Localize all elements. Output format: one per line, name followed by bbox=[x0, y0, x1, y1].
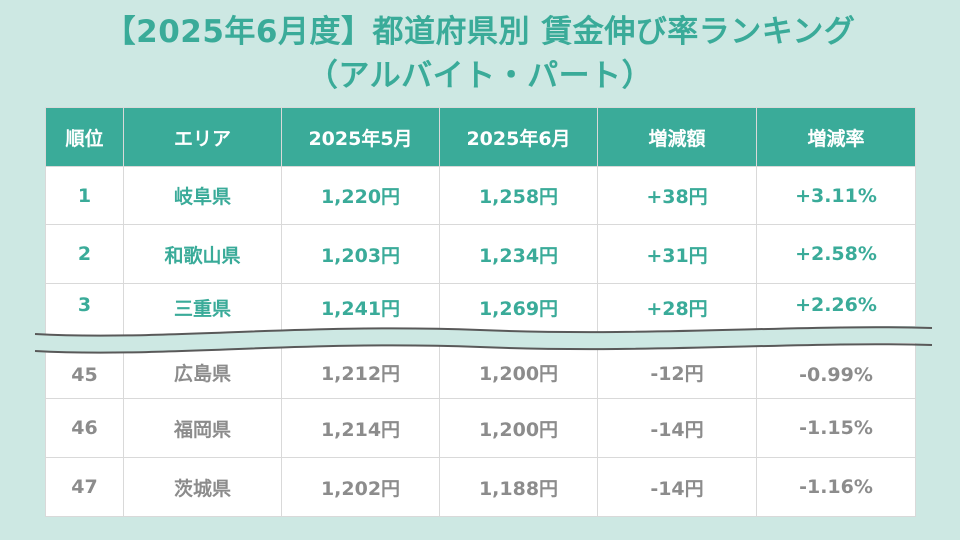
table-row: 46 福岡県 1,214円 1,200円 -14円 -1.15% bbox=[45, 398, 916, 458]
may-wage-cell: 1,212円 bbox=[281, 339, 440, 399]
page-title: 【2025年6月度】都道府県別 賃金伸び率ランキング bbox=[104, 14, 856, 50]
area-cell: 岐阜県 bbox=[123, 166, 282, 225]
change-rate-cell: -1.16% bbox=[756, 457, 916, 517]
table-row: 2 和歌山県 1,203円 1,234円 +31円 +2.58% bbox=[45, 224, 916, 284]
table-row: 1 岐阜県 1,220円 1,258円 +38円 +3.11% bbox=[45, 166, 916, 225]
area-cell: 茨城県 bbox=[123, 457, 282, 517]
header-may-2025: 2025年5月 bbox=[281, 107, 440, 167]
may-wage-cell: 1,220円 bbox=[281, 166, 440, 225]
break-line-top bbox=[34, 326, 933, 337]
area-cell: 和歌山県 bbox=[123, 224, 282, 284]
change-amount-cell: -14円 bbox=[597, 457, 757, 517]
header-rank: 順位 bbox=[45, 107, 124, 167]
page-subtitle: （アルバイト・パート） bbox=[306, 58, 654, 94]
table-row: 47 茨城県 1,202円 1,188円 -14円 -1.16% bbox=[45, 457, 916, 517]
omission-break-mark bbox=[0, 326, 960, 354]
header-june-2025: 2025年6月 bbox=[439, 107, 598, 167]
june-wage-cell: 1,234円 bbox=[439, 224, 598, 284]
june-wage-cell: 1,200円 bbox=[439, 398, 598, 458]
area-cell: 福岡県 bbox=[123, 398, 282, 458]
change-rate-cell: -1.15% bbox=[756, 398, 916, 458]
change-amount-cell: +38円 bbox=[597, 166, 757, 225]
rank-cell: 1 bbox=[45, 166, 124, 225]
table-header-row: 順位 エリア 2025年5月 2025年6月 増減額 増減率 bbox=[45, 107, 916, 167]
header-change-amount: 増減額 bbox=[597, 107, 757, 167]
rank-cell: 46 bbox=[45, 398, 124, 458]
break-line-bottom bbox=[34, 343, 933, 354]
may-wage-cell: 1,214円 bbox=[281, 398, 440, 458]
header-area: エリア bbox=[123, 107, 282, 167]
june-wage-cell: 1,188円 bbox=[439, 457, 598, 517]
june-wage-cell: 1,258円 bbox=[439, 166, 598, 225]
change-amount-cell: +31円 bbox=[597, 224, 757, 284]
rank-cell: 2 bbox=[45, 224, 124, 284]
change-rate-cell: +2.58% bbox=[756, 224, 916, 284]
may-wage-cell: 1,202円 bbox=[281, 457, 440, 517]
header-change-rate: 増減率 bbox=[756, 107, 916, 167]
rank-cell: 47 bbox=[45, 457, 124, 517]
rank-cell: 3 bbox=[45, 283, 124, 340]
ranking-table: 順位 エリア 2025年5月 2025年6月 増減額 増減率 1 岐阜県 1,2… bbox=[45, 107, 916, 517]
change-rate-cell: -0.99% bbox=[756, 339, 916, 399]
change-amount-cell: -14円 bbox=[597, 398, 757, 458]
may-wage-cell: 1,203円 bbox=[281, 224, 440, 284]
change-rate-cell: +3.11% bbox=[756, 166, 916, 225]
